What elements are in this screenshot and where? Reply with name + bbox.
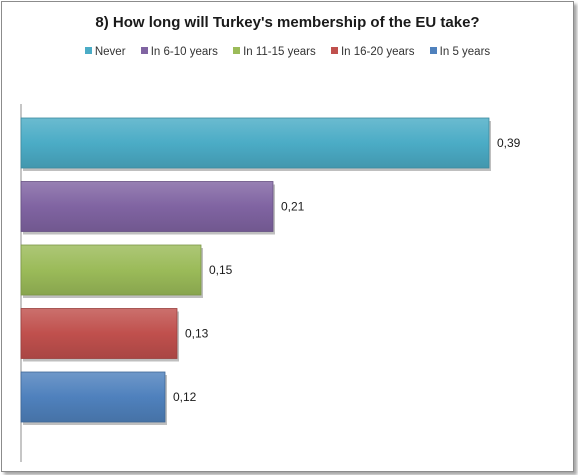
- value-label-6-10-years: 0,21: [281, 200, 305, 214]
- legend-swatch-6-10-years: [140, 47, 148, 55]
- legend-label-never: Never: [94, 46, 126, 58]
- chart-legend: Never In 6-10 years In 11-15 years In 16…: [2, 46, 573, 58]
- legend-item-16-20-years: In 16-20 years: [330, 46, 415, 58]
- bars-group: 0,39 0,21 0,15 0,13 0,12: [20, 117, 521, 425]
- legend-swatch-16-20-years: [330, 47, 338, 55]
- value-label-11-15-years: 0,15: [209, 263, 233, 277]
- legend-swatch-11-15-years: [233, 47, 241, 55]
- legend-item-6-10-years: In 6-10 years: [140, 46, 218, 58]
- legend-swatch-never: [84, 47, 92, 55]
- legend-label-16-20-years: In 16-20 years: [340, 46, 415, 58]
- legend-label-6-10-years: In 6-10 years: [150, 46, 218, 58]
- value-label-16-20-years: 0,13: [185, 327, 209, 341]
- bar-5-years: [20, 371, 166, 423]
- bar-16-20-years: [20, 308, 178, 359]
- legend-label-11-15-years: In 11-15 years: [243, 46, 316, 58]
- bar-never: [20, 117, 490, 169]
- value-label-never: 0,39: [497, 136, 521, 150]
- legend-item-5-years: In 5 years: [429, 46, 491, 58]
- bar-6-10-years: [20, 181, 274, 232]
- legend-swatch-5-years: [429, 47, 437, 55]
- value-label-5-years: 0,12: [173, 390, 197, 404]
- chart-title: 8) How long will Turkey's membership of …: [95, 14, 480, 31]
- legend-item-11-15-years: In 11-15 years: [233, 46, 316, 58]
- legend-item-never: Never: [84, 46, 126, 58]
- legend-label-5-years: In 5 years: [439, 46, 491, 58]
- bar-11-15-years: [20, 244, 202, 296]
